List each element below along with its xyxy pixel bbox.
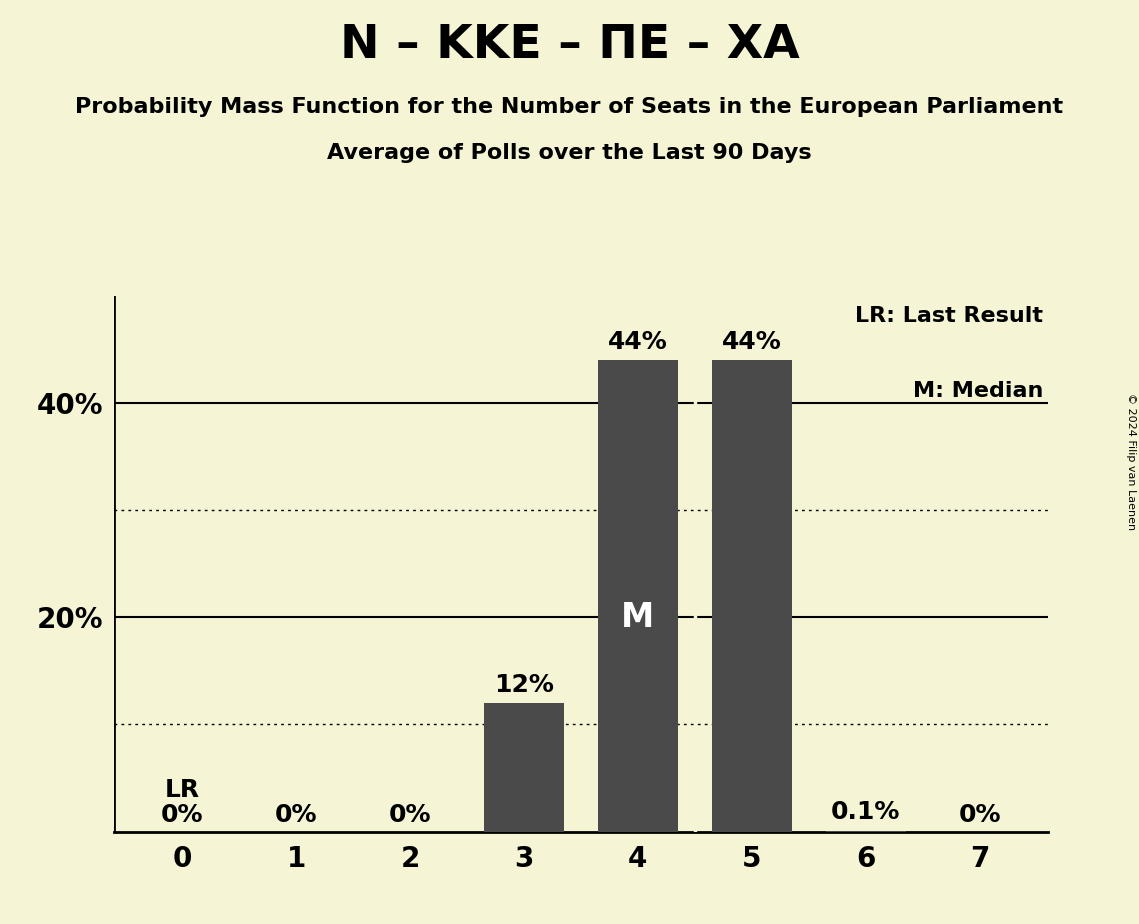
Text: M: M [621,601,655,634]
Text: Probability Mass Function for the Number of Seats in the European Parliament: Probability Mass Function for the Number… [75,97,1064,117]
Text: 44%: 44% [608,330,667,354]
Text: © 2024 Filip van Laenen: © 2024 Filip van Laenen [1126,394,1136,530]
Text: 0%: 0% [388,803,432,827]
Text: Average of Polls over the Last 90 Days: Average of Polls over the Last 90 Days [327,143,812,164]
Text: N – KKE – ΠE – XA: N – KKE – ΠE – XA [339,23,800,68]
Text: 0%: 0% [161,803,204,827]
Bar [484,703,564,832]
Bar [826,831,906,832]
Text: 0.1%: 0.1% [831,800,900,824]
Text: 12%: 12% [494,673,554,697]
Bar [598,360,678,832]
Text: 0%: 0% [274,803,318,827]
Text: M: Median: M: Median [912,382,1043,401]
Text: 0%: 0% [958,803,1001,827]
Bar [712,360,792,832]
Text: 44%: 44% [722,330,781,354]
Text: LR: Last Result: LR: Last Result [855,307,1043,326]
Text: LR: LR [165,778,199,802]
